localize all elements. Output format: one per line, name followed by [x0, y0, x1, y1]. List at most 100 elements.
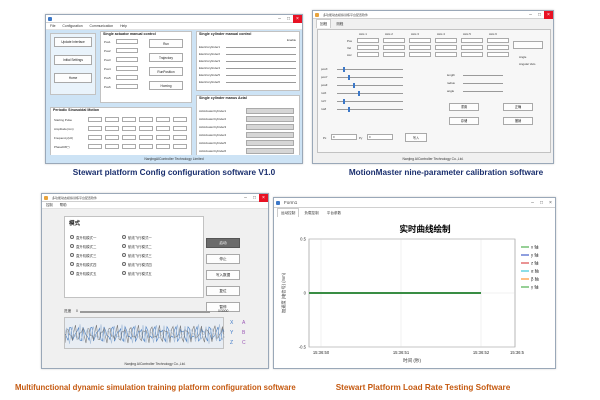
pose-slider[interactable] [337, 93, 403, 94]
side-action-button[interactable]: 启动 [206, 238, 240, 248]
tab-return[interactable]: 回程 [316, 19, 332, 28]
pose-slider[interactable] [337, 101, 403, 102]
sinusoidal-cell[interactable] [139, 144, 153, 149]
tab-motion-control[interactable]: 运动控制 [277, 208, 300, 217]
side-action-button[interactable]: 复位 [206, 286, 240, 296]
sinusoidal-cell[interactable] [122, 117, 136, 122]
pose-slider[interactable] [337, 69, 403, 70]
slider-thumb[interactable] [343, 67, 345, 72]
menu-help[interactable]: 帮助 [59, 203, 67, 207]
close-icon[interactable]: × [293, 15, 302, 23]
manual-row-input[interactable] [116, 39, 138, 44]
tab-load-control[interactable]: 负载控制 [304, 211, 319, 215]
cylinder-slider[interactable] [226, 75, 296, 76]
sinusoidal-cell[interactable] [173, 126, 187, 131]
calibration-button[interactable]: 存储 [449, 117, 479, 125]
close-icon[interactable]: × [259, 194, 268, 202]
menu-communication[interactable]: Communication [89, 24, 114, 28]
mode-radio-icon[interactable] [70, 244, 74, 248]
param-cell[interactable] [487, 52, 509, 57]
param-slider[interactable] [463, 75, 503, 76]
param-cell[interactable] [409, 45, 431, 50]
cylinder-slider[interactable] [226, 82, 296, 83]
param-cell[interactable] [409, 52, 431, 57]
param-cell[interactable] [357, 45, 379, 50]
sinusoidal-cell[interactable] [139, 126, 153, 131]
param-slider[interactable] [463, 91, 503, 92]
param-cell[interactable] [383, 45, 405, 50]
mode-radio-icon[interactable] [122, 235, 126, 239]
sinusoidal-cell[interactable] [122, 135, 136, 140]
manual-row-input[interactable] [116, 57, 138, 62]
manual-row-input[interactable] [116, 84, 138, 89]
slider-thumb[interactable] [353, 83, 355, 88]
manual-action-button[interactable]: Run [149, 39, 183, 48]
minimize-icon[interactable]: – [244, 195, 247, 201]
param-cell[interactable] [383, 38, 405, 43]
manual-action-button[interactable]: Homing [149, 81, 183, 90]
mode-radio-icon[interactable] [122, 253, 126, 257]
param-slider[interactable] [463, 83, 503, 84]
sinusoidal-cell[interactable] [173, 144, 187, 149]
option-radio[interactable]: Angular Velo [519, 62, 536, 66]
pose-slider[interactable] [337, 109, 403, 110]
sinusoidal-cell[interactable] [105, 117, 119, 122]
bottom-param-input[interactable]: 0 [331, 134, 357, 140]
menu-help[interactable]: Help [120, 24, 128, 28]
manual-row-input[interactable] [116, 48, 138, 53]
param-cell[interactable] [409, 38, 431, 43]
param-cell[interactable] [487, 38, 509, 43]
calibration-button[interactable]: 重置 [449, 103, 479, 111]
menu-control[interactable]: 控制 [46, 203, 53, 207]
side-action-button[interactable]: 停止 [206, 254, 240, 264]
sinusoidal-cell[interactable] [156, 117, 170, 122]
mode-radio-icon[interactable] [70, 235, 74, 239]
sinusoidal-cell[interactable] [139, 135, 153, 140]
pose-slider[interactable] [337, 85, 403, 86]
cylinder-slider[interactable] [226, 68, 296, 69]
sinusoidal-cell[interactable] [156, 135, 170, 140]
progress-bar[interactable] [80, 311, 210, 313]
manual-action-button[interactable]: RunPosition [149, 67, 183, 76]
option-radio[interactable]: Angle [519, 55, 527, 59]
side-action-button[interactable]: 暂停 [206, 302, 240, 312]
slider-thumb[interactable] [343, 99, 345, 104]
maximize-icon[interactable]: □ [286, 16, 291, 22]
mode-radio-icon[interactable] [122, 271, 126, 275]
write-button[interactable]: 写入 [405, 133, 427, 142]
sinusoidal-cell[interactable] [122, 144, 136, 149]
tab-platform-params[interactable]: 平台参数 [326, 211, 342, 215]
sinusoidal-cell[interactable] [173, 135, 187, 140]
sinusoidal-cell[interactable] [105, 126, 119, 131]
cylinder-slider[interactable] [226, 61, 296, 62]
param-cell[interactable] [461, 38, 483, 43]
slider-thumb[interactable] [348, 107, 350, 112]
manual-action-button[interactable]: Trajectory [149, 53, 183, 62]
mode-radio-icon[interactable] [70, 262, 74, 266]
param-cell[interactable] [461, 52, 483, 57]
pose-slider[interactable] [337, 77, 403, 78]
manual-row-input[interactable] [116, 66, 138, 71]
param-cell[interactable] [435, 38, 457, 43]
minimize-icon[interactable]: – [531, 200, 534, 206]
sinusoidal-cell[interactable] [88, 144, 102, 149]
sinusoidal-cell[interactable] [105, 135, 119, 140]
sinusoidal-cell[interactable] [88, 126, 102, 131]
param-cell[interactable] [487, 45, 509, 50]
update-interface-button[interactable]: Update Interface [54, 37, 92, 47]
tab-measure[interactable]: 测程 [336, 22, 344, 26]
sinusoidal-cell[interactable] [105, 144, 119, 149]
menu-configuration[interactable]: Configuration [62, 24, 83, 28]
read-button[interactable] [513, 41, 543, 49]
param-cell[interactable] [435, 52, 457, 57]
param-cell[interactable] [357, 38, 379, 43]
slider-thumb[interactable] [358, 91, 360, 96]
minimize-icon[interactable]: – [529, 12, 532, 18]
sinusoidal-cell[interactable] [156, 126, 170, 131]
menu-file[interactable]: File [50, 24, 56, 28]
initial-settings-button[interactable]: Initial Settings [54, 55, 92, 65]
param-cell[interactable] [461, 45, 483, 50]
sinusoidal-cell[interactable] [122, 126, 136, 131]
sinusoidal-cell[interactable] [139, 117, 153, 122]
cylinder-slider[interactable] [226, 54, 296, 55]
